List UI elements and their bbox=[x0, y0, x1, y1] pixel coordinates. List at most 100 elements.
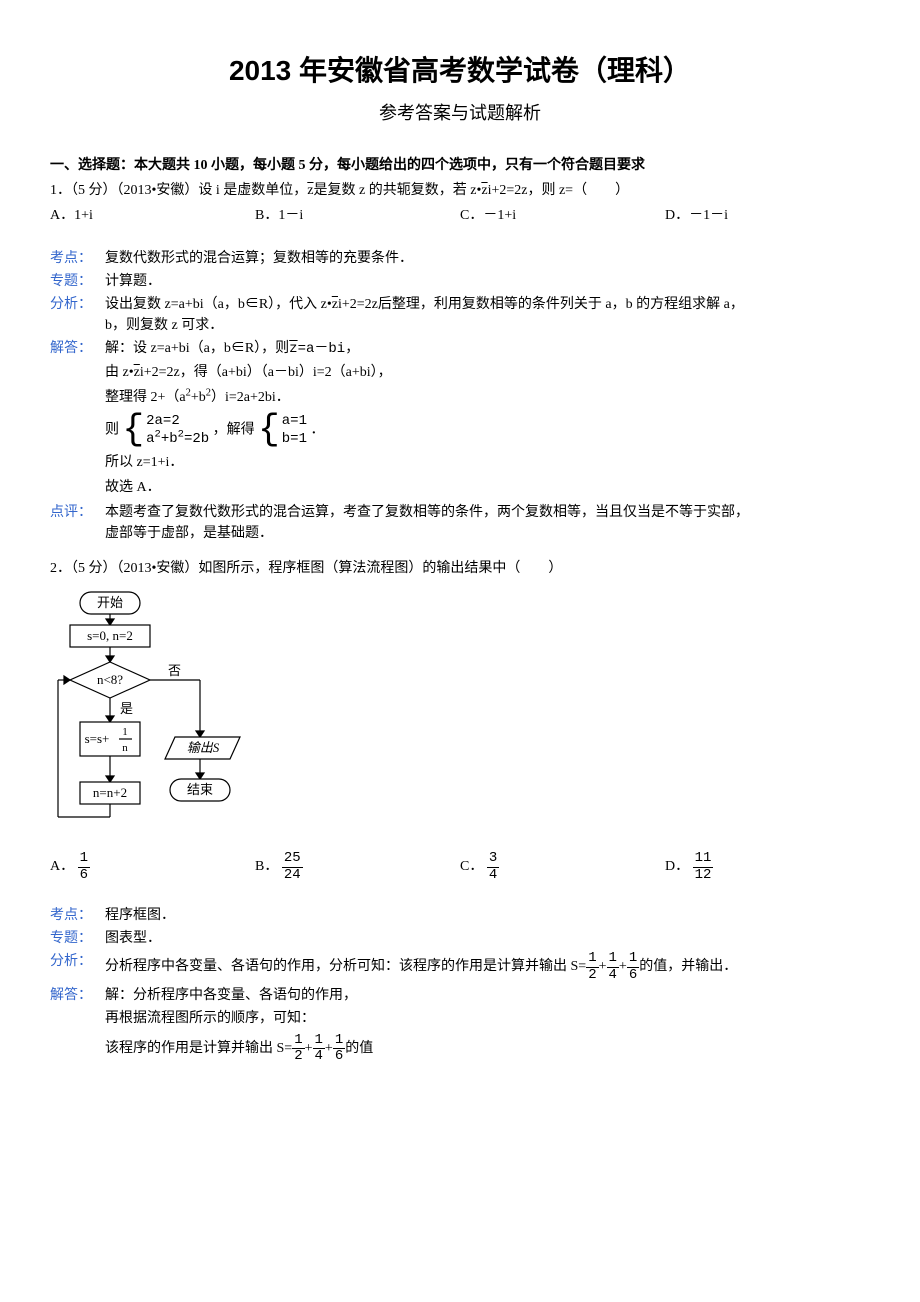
b1c: =2b bbox=[184, 431, 209, 447]
fc-inc: n=n+2 bbox=[93, 785, 127, 800]
fc-step-den: n bbox=[122, 742, 128, 754]
q2a-den: 6 bbox=[78, 868, 90, 883]
q2-jieda-3b: + bbox=[305, 1041, 313, 1056]
q1-brace-2: { a=1 b=1 bbox=[258, 412, 307, 448]
zhuanti-label: 专题： bbox=[50, 271, 105, 292]
q1-fenxi-1a: 设出复数 z=a+bi（a，b∈R），代入 z• bbox=[105, 297, 332, 312]
q2-option-a: A． 16 bbox=[50, 851, 255, 883]
q2-zhuanti: 图表型． bbox=[105, 928, 870, 949]
q1-brace2-top: a=1 bbox=[282, 412, 307, 430]
q1-jieda-3: 整理得 2+（a2+b2）i=2a+2bi． bbox=[50, 387, 870, 408]
q1-option-b: B．1－i bbox=[255, 205, 460, 226]
q2j3d: 6 bbox=[333, 1049, 345, 1064]
q1-fenxi-row: 分析： 设出复数 z=a+bi（a，b∈R），代入 z•zi+2=2z后整理，利… bbox=[50, 294, 870, 336]
q1-jieda-3c: ）i=2a+2bi． bbox=[211, 390, 290, 405]
q1-dianping: 本题考查了复数代数形式的混合运算，考查了复数相等的条件，两个复数相等，当且仅当是… bbox=[105, 502, 870, 544]
q2-jieda-3: 该程序的作用是计算并输出 S=12+14+16的值 bbox=[50, 1033, 870, 1065]
q2f3n: 1 bbox=[627, 951, 639, 967]
q2-option-d: D． 1112 bbox=[665, 851, 870, 883]
q2j1n: 1 bbox=[292, 1033, 304, 1049]
q2-jieda-2: 再根据流程图所示的顺序，可知： bbox=[50, 1008, 870, 1029]
q2f2: 14 bbox=[607, 951, 619, 983]
q1-jieda-3b: +b bbox=[191, 390, 206, 405]
q1-brace-1: { 2a=2 a2+b2=2b bbox=[123, 412, 210, 448]
q2f1: 12 bbox=[586, 951, 598, 983]
q1-brace2-bot: b=1 bbox=[282, 430, 307, 448]
fc-start: 开始 bbox=[97, 595, 123, 610]
q2-fenxi: 分析程序中各变量、各语句的作用，分析可知：该程序的作用是计算并输出 S=12+1… bbox=[105, 951, 870, 983]
q1-jieda-row: 解答： 解：设 z=a+bi（a，b∈R），则z=a－bi， bbox=[50, 338, 870, 360]
q2-fenxi-d: 的值，并输出． bbox=[639, 959, 737, 974]
q2-fenxi-c: + bbox=[619, 959, 627, 974]
q1-jieda-6: 故选 A． bbox=[50, 477, 870, 498]
q2-zhuanti-row: 专题： 图表型． bbox=[50, 928, 870, 949]
q1-fenxi-1b: i+2=2z后整理，利用复数相等的条件列关于 a，b 的方程组求解 a， bbox=[338, 297, 744, 312]
q2f2n: 1 bbox=[607, 951, 619, 967]
fenxi-label-2: 分析： bbox=[50, 951, 105, 972]
b1a: a bbox=[146, 431, 154, 447]
q1-jieda-2b: i+2=2z，得（a+bi）（a－bi）i=2（a+bi）， bbox=[140, 365, 392, 380]
q1-stem-prefix: 1．（5 分）（2013•安徽）设 i 是虚数单位， bbox=[50, 183, 307, 198]
q1-jieda-1b: =a－bi bbox=[298, 341, 346, 357]
q2-jieda-3d: 的值 bbox=[345, 1041, 373, 1056]
q2b-den: 24 bbox=[282, 868, 303, 883]
q1-jieda-4a: 则 bbox=[105, 422, 119, 437]
q2f3: 16 bbox=[627, 951, 639, 983]
q2j3: 16 bbox=[333, 1033, 345, 1065]
q1-stem: 1．（5 分）（2013•安徽）设 i 是虚数单位，z是复数 z 的共轭复数，若… bbox=[50, 180, 870, 201]
q1-dianping-1: 本题考查了复数代数形式的混合运算，考查了复数相等的条件，两个复数相等，当且仅当是… bbox=[105, 505, 749, 520]
q1-zhuanti-row: 专题： 计算题． bbox=[50, 271, 870, 292]
q2j3n: 1 bbox=[333, 1033, 345, 1049]
fc-out: 输出S bbox=[187, 740, 220, 755]
q2f3d: 6 bbox=[627, 968, 639, 983]
q2-jieda-3c: + bbox=[325, 1041, 333, 1056]
q2-option-c: C． 34 bbox=[460, 851, 665, 883]
zhuanti-label-2: 专题： bbox=[50, 928, 105, 949]
q2-fenxi-b: + bbox=[599, 959, 607, 974]
q2-stem: 2．（5 分）（2013•安徽）如图所示，程序框图（算法流程图）的输出结果中（ … bbox=[50, 558, 870, 579]
q1-jieda-1a: 解：设 z=a+bi（a，b∈R），则 bbox=[105, 341, 289, 356]
q2-optC-frac: 34 bbox=[487, 851, 499, 883]
b1b: +b bbox=[161, 431, 178, 447]
q1-option-d: D．－1－i bbox=[665, 205, 870, 226]
q1-zhuanti: 计算题． bbox=[105, 271, 870, 292]
q1-dianping-2: 虚部等于虚部，是基础题． bbox=[105, 526, 273, 541]
fc-yes: 是 bbox=[120, 701, 133, 716]
q2d-den: 12 bbox=[693, 868, 714, 883]
section-1-header: 一、选择题：本大题共 10 小题，每小题 5 分，每小题给出的四个选项中，只有一… bbox=[50, 155, 870, 176]
q1-stem-tail: i+2=2z，则 z=（ ） bbox=[488, 183, 630, 198]
q1-jieda-4b: ，解得 bbox=[213, 422, 255, 437]
q1-jieda-1: 解：设 z=a+bi（a，b∈R），则z=a－bi， bbox=[105, 338, 870, 360]
q2b-num: 25 bbox=[282, 851, 303, 867]
dianping-label: 点评： bbox=[50, 502, 105, 523]
q2-jieda-1: 解：分析程序中各变量、各语句的作用， bbox=[105, 985, 870, 1006]
q1-kaodian: 复数代数形式的混合运算；复数相等的充要条件． bbox=[105, 248, 870, 269]
q2-optB-frac: 2524 bbox=[282, 851, 303, 883]
q2f2d: 4 bbox=[607, 968, 619, 983]
fc-init: s=0, n=2 bbox=[87, 628, 133, 643]
q2f1n: 1 bbox=[586, 951, 598, 967]
doc-title: 2013 年安徽省高考数学试卷（理科） bbox=[50, 50, 870, 92]
jieda-label: 解答： bbox=[50, 338, 105, 359]
q1-dianping-row: 点评： 本题考查了复数代数形式的混合运算，考查了复数相等的条件，两个复数相等，当… bbox=[50, 502, 870, 544]
q2j2: 14 bbox=[313, 1033, 325, 1065]
q1-jieda-4: 则 { 2a=2 a2+b2=2b ，解得 { a=1 b=1 ． bbox=[50, 412, 870, 448]
q2-option-b: B． 2524 bbox=[255, 851, 460, 883]
flowchart-svg: 开始 s=0, n=2 n<8? 否 输出S 结束 是 s=s+ 1 n bbox=[50, 587, 260, 847]
q1-option-c: C．－1+i bbox=[460, 205, 665, 226]
q1-jieda-zbar: z bbox=[289, 339, 297, 360]
q1-fenxi: 设出复数 z=a+bi（a，b∈R），代入 z•zi+2=2z后整理，利用复数相… bbox=[105, 294, 870, 336]
q2c-num: 3 bbox=[487, 851, 499, 867]
q1-kaodian-row: 考点： 复数代数形式的混合运算；复数相等的充要条件． bbox=[50, 248, 870, 269]
q2j2n: 1 bbox=[313, 1033, 325, 1049]
doc-subtitle: 参考答案与试题解析 bbox=[50, 100, 870, 127]
fc-cond: n<8? bbox=[97, 672, 123, 687]
q1-jieda-2a: 由 z• bbox=[105, 365, 134, 380]
fc-step-num: 1 bbox=[122, 726, 128, 738]
q2-fenxi-a: 分析程序中各变量、各语句的作用，分析可知：该程序的作用是计算并输出 S= bbox=[105, 959, 586, 974]
q1-options: A．1+i B．1－i C．－1+i D．－1－i bbox=[50, 205, 870, 226]
q1-brace1-bot: a2+b2=2b bbox=[146, 430, 209, 448]
q2j2d: 4 bbox=[313, 1049, 325, 1064]
q2-jieda-row: 解答： 解：分析程序中各变量、各语句的作用， bbox=[50, 985, 870, 1006]
q1-jieda-2: 由 z•zi+2=2z，得（a+bi）（a－bi）i=2（a+bi）， bbox=[50, 362, 870, 383]
